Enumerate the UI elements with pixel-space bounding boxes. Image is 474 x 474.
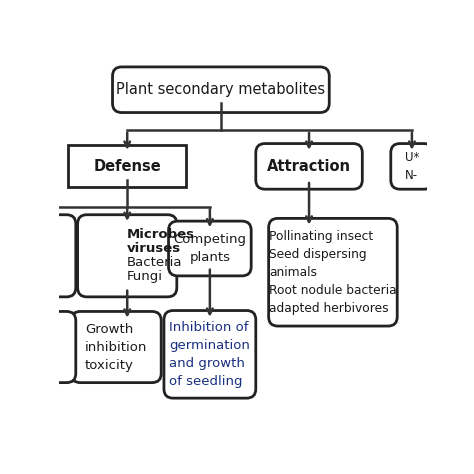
FancyBboxPatch shape [256,144,362,189]
Text: Microbes: Microbes [127,228,195,241]
Text: Attraction: Attraction [267,159,351,174]
FancyBboxPatch shape [164,310,256,398]
Text: Fungi: Fungi [127,270,163,283]
Text: viruses: viruses [127,242,182,255]
FancyBboxPatch shape [112,67,329,112]
FancyBboxPatch shape [39,215,76,297]
Text: U*
N-: U* N- [405,151,419,182]
Text: Defense: Defense [93,159,161,174]
Text: Competing
plants: Competing plants [173,233,246,264]
Text: Growth
inhibition
toxicity: Growth inhibition toxicity [85,322,147,372]
FancyBboxPatch shape [71,311,161,383]
FancyBboxPatch shape [39,311,76,383]
Text: Pollinating insect
Seed dispersing
animals
Root nodule bacteria
adapted herbivor: Pollinating insect Seed dispersing anima… [269,230,397,315]
Text: Inhibition of
germination
and growth
of seedling: Inhibition of germination and growth of … [169,321,250,388]
Text: Plant secondary metabolites: Plant secondary metabolites [116,82,326,97]
FancyBboxPatch shape [391,144,433,189]
FancyBboxPatch shape [68,146,186,187]
FancyBboxPatch shape [269,219,397,326]
FancyBboxPatch shape [78,215,177,297]
FancyBboxPatch shape [169,221,251,276]
Text: Bacteria: Bacteria [127,256,182,269]
